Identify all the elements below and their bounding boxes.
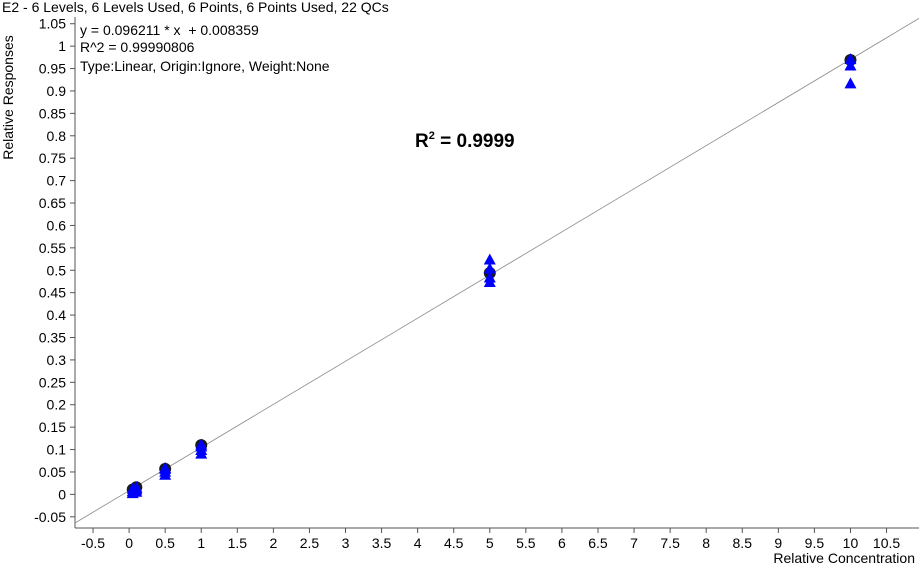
y-tick-label: 0.5 bbox=[47, 262, 67, 278]
x-tick-label: 4 bbox=[414, 535, 422, 551]
y-tick-label: 0.25 bbox=[39, 374, 66, 390]
qc-point bbox=[130, 482, 143, 494]
y-tick-label: 0.85 bbox=[39, 105, 66, 121]
x-tick-label: 7 bbox=[630, 535, 638, 551]
x-tick-label: 9 bbox=[774, 535, 782, 551]
x-tick-label: 7.5 bbox=[660, 535, 680, 551]
y-tick-label: 0.05 bbox=[39, 464, 66, 480]
y-tick-label: 0.8 bbox=[47, 128, 67, 144]
y-tick-label: 0.3 bbox=[47, 352, 67, 368]
y-tick-label: 0.1 bbox=[47, 442, 67, 458]
y-tick-label: 0.65 bbox=[39, 195, 66, 211]
x-tick-label: 4.5 bbox=[444, 535, 464, 551]
y-tick-label: 0.95 bbox=[39, 61, 66, 77]
r2-big-base: R bbox=[415, 131, 429, 152]
x-tick-label: 5.5 bbox=[516, 535, 536, 551]
x-tick-label: 10.5 bbox=[873, 535, 900, 551]
x-tick-label: 2 bbox=[269, 535, 277, 551]
fit-info-text: Type:Linear, Origin:Ignore, Weight:None bbox=[80, 58, 330, 74]
x-tick-label: 10 bbox=[843, 535, 859, 551]
x-axis-label: Relative Concentration bbox=[773, 550, 915, 566]
y-tick-label: 0.6 bbox=[47, 217, 67, 233]
qc-point bbox=[844, 59, 857, 71]
x-tick-label: 3.5 bbox=[372, 535, 392, 551]
qc-point bbox=[483, 253, 496, 265]
x-tick-label: 6.5 bbox=[588, 535, 608, 551]
x-tick-label: 1 bbox=[197, 535, 205, 551]
y-axis-label: Relative Responses bbox=[0, 35, 16, 160]
x-tick-label: 0 bbox=[125, 535, 133, 551]
y-tick-label: 1.05 bbox=[39, 16, 66, 32]
y-tick-label: 0.7 bbox=[47, 173, 67, 189]
regression-line bbox=[74, 18, 920, 524]
r2-big-value: = 0.9999 bbox=[435, 131, 515, 152]
y-tick-label: 0.35 bbox=[39, 329, 66, 345]
y-tick-label: 0.9 bbox=[47, 83, 67, 99]
y-tick-label: 0.55 bbox=[39, 240, 66, 256]
x-tick-label: 5 bbox=[486, 535, 494, 551]
x-tick-label: 3 bbox=[342, 535, 350, 551]
x-tick-label: 8.5 bbox=[733, 535, 753, 551]
qc-point bbox=[159, 461, 172, 473]
r-squared-text: R^2 = 0.99990806 bbox=[80, 39, 195, 55]
qc-point bbox=[844, 77, 857, 89]
x-tick-label: 1.5 bbox=[228, 535, 248, 551]
y-tick-label: 0.2 bbox=[47, 397, 67, 413]
equation-text: y = 0.096211 * x + 0.008359 bbox=[80, 22, 259, 38]
y-tick-label: 0.15 bbox=[39, 419, 66, 435]
x-tick-label: -0.5 bbox=[81, 535, 105, 551]
x-tick-label: 0.5 bbox=[155, 535, 175, 551]
r2-big-superscript: 2 bbox=[429, 130, 435, 142]
qc-point bbox=[483, 262, 496, 274]
chart-title: E2 - 6 Levels, 6 Levels Used, 6 Points, … bbox=[2, 0, 389, 15]
y-tick-label: 0.4 bbox=[47, 307, 67, 323]
y-tick-label: 0 bbox=[58, 486, 66, 502]
x-tick-label: 2.5 bbox=[300, 535, 320, 551]
qc-point bbox=[483, 271, 496, 283]
y-tick-label: 1 bbox=[58, 38, 66, 54]
x-tick-label: 8 bbox=[702, 535, 710, 551]
qc-point bbox=[195, 438, 208, 450]
x-tick-label: 9.5 bbox=[805, 535, 825, 551]
y-tick-label: 0.75 bbox=[39, 150, 66, 166]
y-tick-label: 0.45 bbox=[39, 285, 66, 301]
r-squared-big-label: R2 = 0.9999 bbox=[415, 130, 515, 152]
x-tick-label: 6 bbox=[558, 535, 566, 551]
qc-point bbox=[844, 53, 857, 65]
y-tick-label: -0.05 bbox=[34, 509, 66, 525]
